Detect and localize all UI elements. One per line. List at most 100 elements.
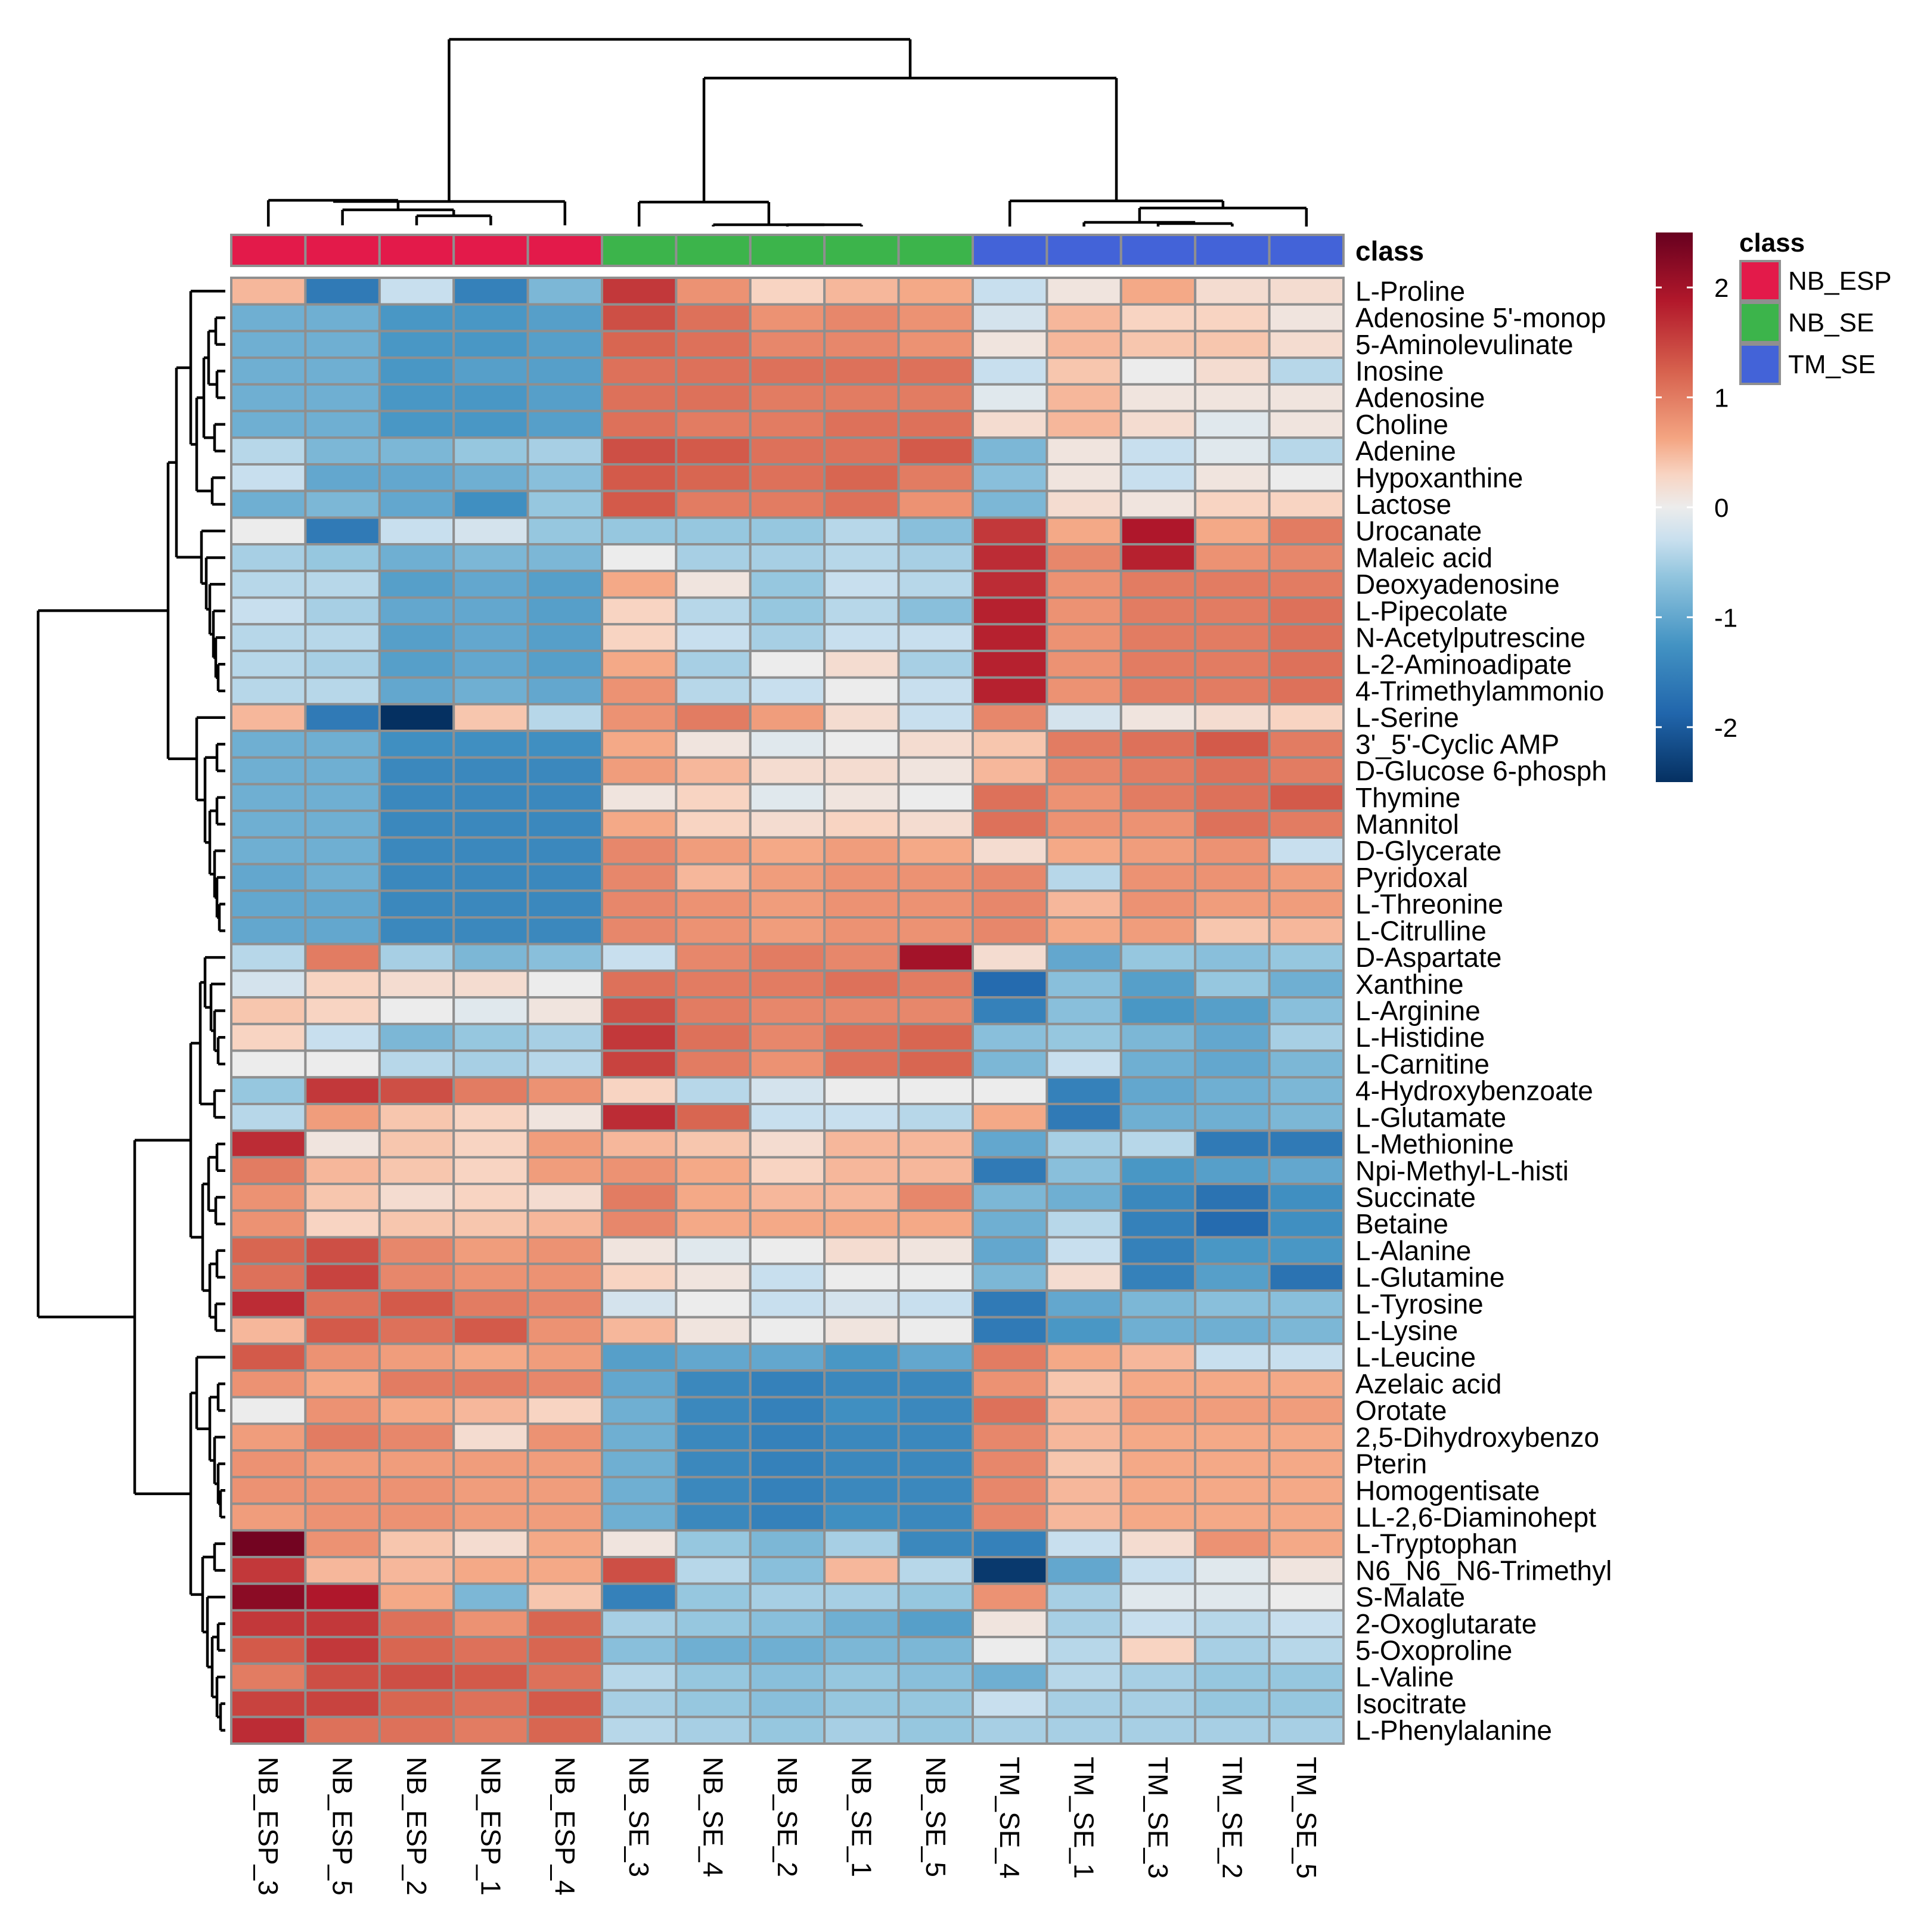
- heatmap-cell: [1119, 543, 1197, 572]
- heatmap-cell: [1194, 836, 1271, 866]
- heatmap-cell: [378, 1369, 455, 1398]
- heatmap-cell: [378, 596, 455, 626]
- heatmap-cell: [1045, 516, 1122, 546]
- heatmap-cell: [230, 1395, 307, 1425]
- heatmap-cell: [304, 1129, 381, 1159]
- heatmap-cell: [230, 436, 307, 466]
- heatmap-cell: [452, 730, 529, 759]
- heatmap-cell: [304, 1529, 381, 1559]
- heatmap-cell: [1119, 730, 1197, 759]
- heatmap-cell: [1119, 810, 1197, 839]
- heatmap-cell: [230, 996, 307, 1025]
- heatmap-cell: [823, 356, 900, 386]
- heatmap-cell: [675, 703, 752, 733]
- heatmap-cell: [675, 1236, 752, 1266]
- heatmap-cell: [304, 1636, 381, 1665]
- heatmap-cell: [378, 1316, 455, 1345]
- row-label: 5-Aminolevulinate: [1355, 329, 1574, 360]
- heatmap-cell: [897, 1236, 974, 1266]
- heatmap-cell: [378, 383, 455, 413]
- heatmap-cell: [526, 303, 603, 333]
- heatmap-cell: [1194, 810, 1271, 839]
- heatmap-cell: [1119, 1183, 1197, 1212]
- heatmap-cell: [304, 330, 381, 359]
- heatmap-cell: [897, 1209, 974, 1239]
- heatmap-cell: [601, 1183, 678, 1212]
- heatmap-cell: [749, 1263, 826, 1292]
- heatmap-cell: [1119, 1422, 1197, 1452]
- heatmap-cell: [601, 543, 678, 572]
- heatmap-cell: [1194, 596, 1271, 626]
- heatmap-cell: [1045, 1342, 1122, 1372]
- heatmap-cell: [452, 1342, 529, 1372]
- heatmap-cell: [378, 836, 455, 866]
- heatmap-cell: [675, 942, 752, 972]
- heatmap-cell: [378, 1289, 455, 1319]
- heatmap-cell: [304, 1183, 381, 1212]
- heatmap-cell: [823, 1183, 900, 1212]
- heatmap-cell: [897, 1183, 974, 1212]
- heatmap-cell: [304, 1102, 381, 1132]
- heatmap-cell: [749, 1395, 826, 1425]
- heatmap-cell: [1268, 1289, 1345, 1319]
- heatmap-cell: [526, 783, 603, 813]
- row-label: Adenine: [1355, 436, 1456, 467]
- heatmap-cell: [972, 1502, 1048, 1532]
- heatmap-cell: [823, 543, 900, 572]
- heatmap-cell: [749, 623, 826, 652]
- color-scale-ticks: 2 1 0 -1 -2: [1656, 274, 1737, 743]
- heatmap-cell: [304, 969, 381, 999]
- column-label: NB_SE_5: [920, 1757, 951, 1877]
- row-label: Choline: [1355, 409, 1448, 440]
- heatmap-cell: [601, 489, 678, 519]
- heatmap-cell: [452, 1049, 529, 1079]
- heatmap-cell: [749, 836, 826, 866]
- heatmap-cell: [897, 1263, 974, 1292]
- heatmap-cell: [1194, 516, 1271, 546]
- class-legend: class NB_ESP NB_SE TM_SE: [1739, 228, 1892, 385]
- heatmap-cell: [972, 1716, 1048, 1745]
- heatmap-cell: [601, 1636, 678, 1665]
- heatmap-cell: [1268, 969, 1345, 999]
- heatmap-cell: [526, 489, 603, 519]
- heatmap-cell: [1119, 942, 1197, 972]
- heatmap-cell: [1045, 1449, 1122, 1478]
- heatmap-cell: [1268, 1076, 1345, 1105]
- heatmap-cell: [304, 1662, 381, 1692]
- heatmap-cell: [304, 1475, 381, 1505]
- heatmap-cell: [897, 836, 974, 866]
- heatmap-cell: [526, 1449, 603, 1478]
- heatmap-cell: [823, 516, 900, 546]
- heatmap-cell: [823, 1529, 900, 1559]
- row-label: Xanthine: [1355, 969, 1464, 1000]
- heatmap-cell: [304, 836, 381, 866]
- heatmap-cell: [823, 1422, 900, 1452]
- heatmap-cell: [897, 410, 974, 439]
- heatmap-cell: [823, 1289, 900, 1319]
- heatmap-cell: [304, 463, 381, 492]
- heatmap-cell: [749, 489, 826, 519]
- heatmap-cell: [823, 1156, 900, 1186]
- heatmap-cell: [749, 1609, 826, 1639]
- heatmap-cell: [749, 756, 826, 786]
- heatmap-cell: [749, 730, 826, 759]
- heatmap-cell: [1045, 916, 1122, 945]
- heatmap-cell: [897, 730, 974, 759]
- heatmap-cell: [378, 1475, 455, 1505]
- heatmap-cell: [749, 1156, 826, 1186]
- heatmap-cell: [1268, 1556, 1345, 1585]
- heatmap-cell: [897, 1529, 974, 1559]
- heatmap-cell: [452, 356, 529, 386]
- heatmap-cell: [304, 1582, 381, 1612]
- row-label: L-Carnitine: [1355, 1049, 1490, 1080]
- annotation-cell: [823, 234, 900, 267]
- heatmap-cell: [1268, 1662, 1345, 1692]
- heatmap-cell: [972, 1049, 1048, 1079]
- heatmap-cell: [972, 1422, 1048, 1452]
- row-label: L-Tryptophan: [1355, 1528, 1518, 1559]
- heatmap-cell: [823, 942, 900, 972]
- heatmap-cell: [823, 1342, 900, 1372]
- heatmap-cell: [601, 1449, 678, 1478]
